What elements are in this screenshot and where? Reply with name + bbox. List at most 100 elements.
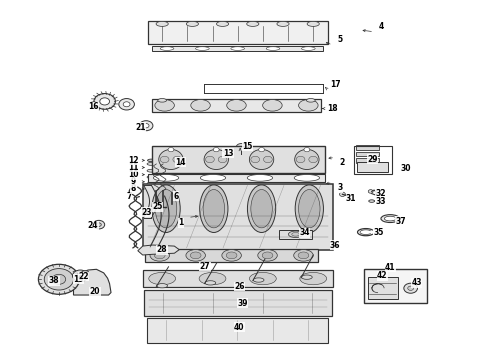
Ellipse shape xyxy=(266,47,280,50)
Circle shape xyxy=(123,102,130,107)
Text: 16: 16 xyxy=(88,102,98,111)
Text: 19: 19 xyxy=(73,275,84,284)
Bar xyxy=(354,146,392,174)
Text: 11: 11 xyxy=(128,163,138,172)
Ellipse shape xyxy=(147,169,156,172)
Circle shape xyxy=(38,264,79,294)
Circle shape xyxy=(100,98,110,105)
Circle shape xyxy=(368,190,373,193)
Ellipse shape xyxy=(173,156,182,163)
Text: 7: 7 xyxy=(126,192,132,201)
Ellipse shape xyxy=(190,252,201,259)
Ellipse shape xyxy=(156,21,168,26)
Ellipse shape xyxy=(200,175,226,181)
Circle shape xyxy=(340,192,345,197)
Ellipse shape xyxy=(294,249,313,261)
Ellipse shape xyxy=(298,189,320,228)
Ellipse shape xyxy=(186,158,193,162)
Text: 5: 5 xyxy=(338,35,343,44)
Ellipse shape xyxy=(157,284,168,288)
Text: 38: 38 xyxy=(49,276,59,285)
Ellipse shape xyxy=(264,156,272,163)
Ellipse shape xyxy=(155,189,177,228)
Ellipse shape xyxy=(296,156,305,163)
Ellipse shape xyxy=(204,149,228,170)
Ellipse shape xyxy=(298,100,318,111)
Text: 39: 39 xyxy=(237,299,248,308)
Ellipse shape xyxy=(154,252,165,259)
Bar xyxy=(143,270,333,287)
Ellipse shape xyxy=(196,47,209,50)
Ellipse shape xyxy=(249,149,274,170)
Ellipse shape xyxy=(222,249,242,261)
Ellipse shape xyxy=(147,159,155,162)
Text: 9: 9 xyxy=(130,177,136,186)
Ellipse shape xyxy=(251,156,260,163)
Text: 37: 37 xyxy=(395,217,406,226)
Circle shape xyxy=(44,269,74,290)
Text: 15: 15 xyxy=(242,141,253,150)
Circle shape xyxy=(77,273,84,278)
Text: 33: 33 xyxy=(375,197,386,206)
Ellipse shape xyxy=(247,175,272,181)
Circle shape xyxy=(304,148,310,152)
Text: 2: 2 xyxy=(340,158,345,167)
Ellipse shape xyxy=(294,175,319,181)
Ellipse shape xyxy=(262,252,273,259)
Text: 17: 17 xyxy=(330,80,341,89)
Bar xyxy=(365,269,427,303)
Text: 22: 22 xyxy=(78,272,89,281)
Circle shape xyxy=(408,286,414,291)
Bar xyxy=(356,158,379,163)
Ellipse shape xyxy=(307,21,319,26)
Text: 13: 13 xyxy=(222,149,233,158)
Ellipse shape xyxy=(160,47,174,50)
Ellipse shape xyxy=(301,47,315,50)
Bar xyxy=(152,46,323,51)
Bar xyxy=(152,99,320,112)
Ellipse shape xyxy=(218,156,227,163)
Circle shape xyxy=(236,144,246,151)
Ellipse shape xyxy=(183,157,196,164)
Ellipse shape xyxy=(149,273,175,285)
Circle shape xyxy=(52,274,66,284)
Ellipse shape xyxy=(249,273,276,285)
Ellipse shape xyxy=(203,189,224,228)
Ellipse shape xyxy=(231,47,245,50)
Ellipse shape xyxy=(160,156,169,163)
Ellipse shape xyxy=(253,278,264,282)
Ellipse shape xyxy=(158,99,167,102)
Text: 41: 41 xyxy=(385,263,395,272)
Text: 21: 21 xyxy=(135,123,146,132)
Text: 40: 40 xyxy=(234,323,245,332)
Text: 36: 36 xyxy=(330,240,341,249)
Ellipse shape xyxy=(205,281,216,285)
Text: 26: 26 xyxy=(234,282,245,291)
Ellipse shape xyxy=(258,249,277,261)
Ellipse shape xyxy=(150,249,170,261)
Ellipse shape xyxy=(251,189,272,228)
Bar xyxy=(357,162,388,172)
Bar xyxy=(152,146,325,173)
Ellipse shape xyxy=(186,249,205,261)
Ellipse shape xyxy=(147,176,156,179)
Text: 3: 3 xyxy=(338,183,343,192)
Ellipse shape xyxy=(217,21,229,26)
Circle shape xyxy=(93,220,105,229)
Ellipse shape xyxy=(199,273,226,285)
Ellipse shape xyxy=(384,216,396,221)
Ellipse shape xyxy=(205,156,214,163)
Text: 27: 27 xyxy=(200,262,210,271)
Bar xyxy=(144,290,332,316)
Ellipse shape xyxy=(147,189,156,192)
Text: 18: 18 xyxy=(327,104,338,113)
Ellipse shape xyxy=(381,215,399,222)
Bar xyxy=(356,145,379,150)
Ellipse shape xyxy=(82,271,89,274)
Ellipse shape xyxy=(277,21,289,26)
Ellipse shape xyxy=(306,99,315,102)
Circle shape xyxy=(97,223,101,226)
Circle shape xyxy=(73,270,88,282)
Circle shape xyxy=(259,148,265,152)
Bar xyxy=(147,174,325,182)
